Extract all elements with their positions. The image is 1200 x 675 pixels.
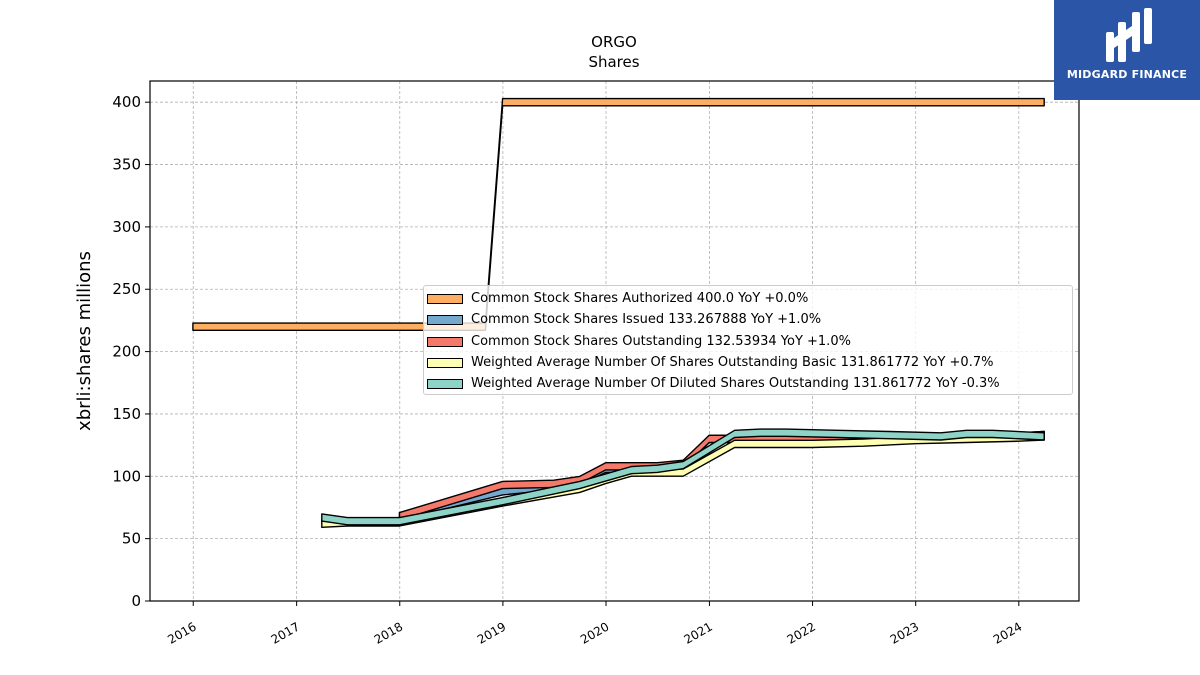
y-tick-label: 150 bbox=[112, 405, 141, 423]
plot-frame bbox=[149, 80, 1080, 602]
y-tick-label: 100 bbox=[112, 467, 141, 485]
legend-label: Common Stock Shares Authorized 400.0 YoY… bbox=[471, 291, 809, 306]
x-tick-label: 2017 bbox=[269, 619, 302, 646]
chart-subtitle: Shares bbox=[588, 53, 639, 71]
series-band-5 bbox=[321, 428, 1045, 526]
y-tick-label: 350 bbox=[112, 156, 141, 174]
chart-title: ORGO bbox=[591, 33, 637, 51]
x-tick-label: 2018 bbox=[372, 619, 405, 646]
x-tick-label: 2022 bbox=[785, 619, 818, 646]
x-tick-label: 2023 bbox=[888, 619, 921, 646]
legend-label: Weighted Average Number Of Shares Outsta… bbox=[471, 354, 994, 370]
legend-swatch bbox=[427, 294, 463, 304]
legend-swatch bbox=[427, 357, 463, 368]
y-tick-label: 200 bbox=[112, 343, 141, 361]
midgard-finance-logo: MIDGARD FINANCE bbox=[1054, 0, 1200, 100]
y-tick-label: 250 bbox=[112, 280, 141, 298]
logo-text: MIDGARD FINANCE bbox=[1066, 68, 1188, 81]
y-tick-label: 50 bbox=[122, 530, 141, 548]
y-tick-label: 400 bbox=[112, 93, 141, 111]
y-axis-label: xbrli:shares millions bbox=[74, 251, 95, 431]
x-tick-label: 2016 bbox=[165, 619, 198, 646]
x-tick-label: 2019 bbox=[475, 619, 508, 646]
y-tick-label: 0 bbox=[131, 592, 141, 610]
legend-swatch bbox=[427, 315, 463, 326]
legend-swatch bbox=[427, 336, 463, 347]
midgard-logo-icon bbox=[1106, 8, 1152, 62]
chart-legend: Common Stock Shares Authorized 400.0 YoY… bbox=[423, 285, 1073, 395]
x-tick-label: 2020 bbox=[578, 619, 611, 646]
legend-label: Common Stock Shares Outstanding 132.5393… bbox=[471, 333, 851, 349]
y-tick-label: 300 bbox=[112, 218, 141, 236]
x-tick-label: 2024 bbox=[991, 619, 1024, 646]
series-band-1 bbox=[192, 97, 1045, 331]
x-tick-label: 2021 bbox=[681, 619, 714, 646]
legend-label: Common Stock Shares Issued 133.267888 Yo… bbox=[471, 312, 822, 328]
legend-swatch bbox=[427, 379, 463, 390]
legend-label: Weighted Average Number Of Diluted Share… bbox=[471, 376, 1000, 392]
